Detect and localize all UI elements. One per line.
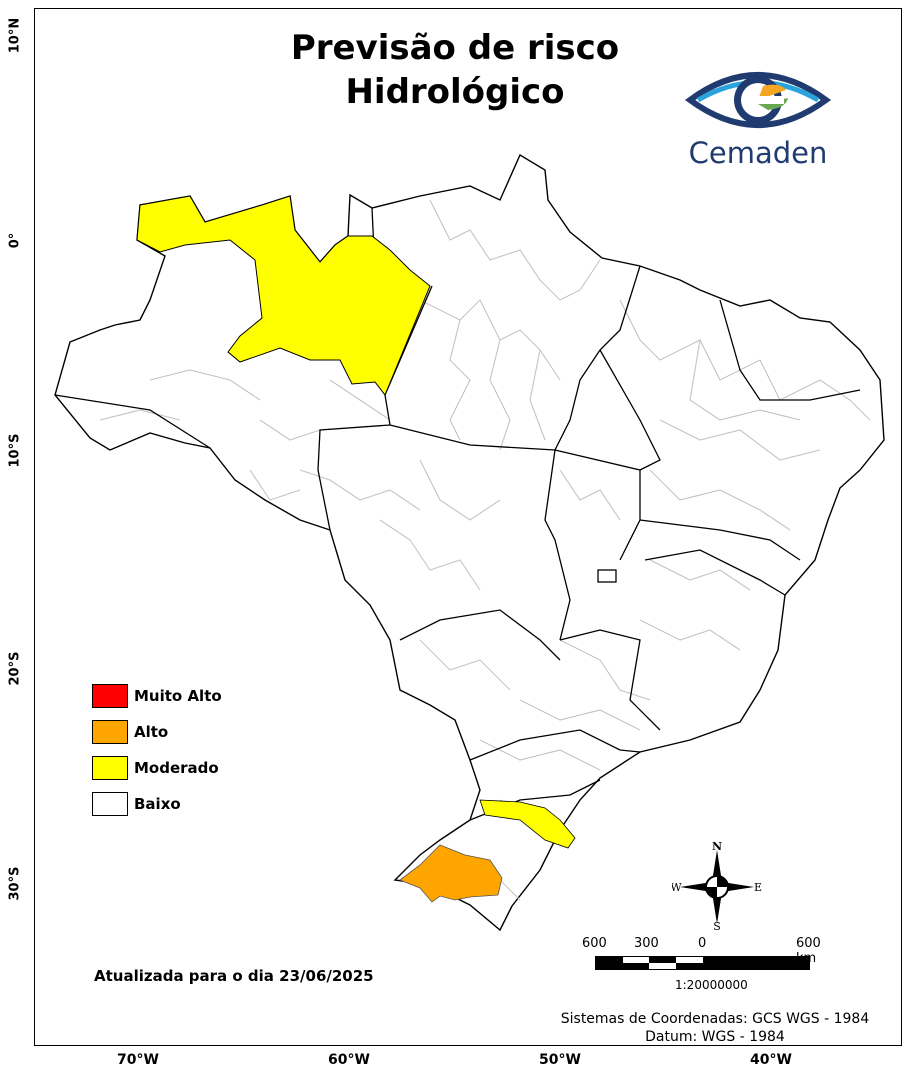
- eye-logo-icon: [684, 72, 832, 128]
- scale-label-600-left: 600: [582, 936, 607, 951]
- brazil-map: [54, 153, 885, 932]
- region-alto-rs: [399, 844, 503, 903]
- scale-label-300: 300: [634, 936, 659, 951]
- legend-item-muito-alto: Muito Alto: [92, 683, 222, 709]
- lat-label-0: 0°: [7, 232, 23, 249]
- legend-swatch-baixo: [92, 792, 128, 816]
- municipality-boundaries: [99, 199, 871, 901]
- updated-date: Atualizada para o dia 23/06/2025: [94, 967, 374, 985]
- scale-bar-graphic: [595, 956, 810, 970]
- legend-item-moderado: Moderado: [92, 755, 222, 781]
- title-line-2: Hidrológico: [345, 72, 565, 112]
- lat-label-20s: 20°S: [7, 651, 23, 686]
- lon-label-50w: 50°W: [539, 1052, 581, 1068]
- legend-swatch-muito-alto: [92, 684, 128, 708]
- compass-rose-icon: N S W E: [672, 842, 762, 932]
- legend-label: Moderado: [134, 759, 219, 777]
- logo-text: Cemaden: [688, 136, 828, 170]
- lon-label-60w: 60°W: [328, 1052, 370, 1068]
- state-boundaries: [54, 207, 861, 821]
- compass-n: N: [712, 842, 722, 853]
- lat-label-10n: 10°N: [7, 17, 23, 54]
- legend-swatch-moderado: [92, 756, 128, 780]
- scale-label-0: 0: [698, 936, 707, 951]
- lat-label-30s: 30°S: [7, 866, 23, 901]
- coords-line-1: Sistemas de Coordenadas: GCS WGS - 1984: [560, 1011, 870, 1027]
- coordinate-system: Sistemas de Coordenadas: GCS WGS - 1984 …: [520, 1010, 910, 1046]
- legend-label: Baixo: [134, 795, 181, 813]
- legend-label: Muito Alto: [134, 687, 222, 705]
- lon-label-70w: 70°W: [117, 1052, 159, 1068]
- coords-line-2: Datum: WGS - 1984: [645, 1029, 785, 1045]
- title-line-1: Previsão de risco: [290, 28, 620, 68]
- map-title: Previsão de risco Hidrológico: [235, 26, 675, 114]
- legend-swatch-alto: [92, 720, 128, 744]
- compass-e: E: [754, 881, 762, 894]
- scale-ratio: 1:20000000: [675, 978, 748, 992]
- lat-label-10s: 10°S: [7, 433, 23, 468]
- scale-bar: 600 300 0 600 km 1:20000000: [580, 936, 840, 996]
- legend-item-alto: Alto: [92, 719, 222, 745]
- lon-label-40w: 40°W: [750, 1052, 792, 1068]
- compass-w: W: [672, 881, 682, 894]
- compass-s: S: [713, 920, 721, 932]
- legend: Muito Alto Alto Moderado Baixo: [92, 683, 222, 827]
- region-moderado-sc: [479, 799, 576, 849]
- cemaden-logo: Cemaden: [668, 60, 848, 180]
- legend-label: Alto: [134, 723, 169, 741]
- legend-item-baixo: Baixo: [92, 791, 222, 817]
- region-moderado-amazonas: [136, 195, 431, 396]
